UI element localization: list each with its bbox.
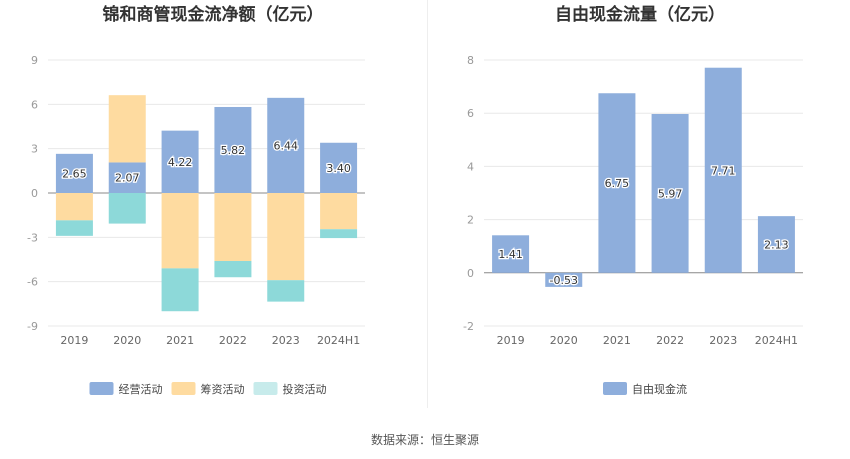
bar-3-6 — [320, 229, 358, 239]
chart-title: 锦和商管现金流净额（亿元） — [103, 4, 324, 25]
y-tick-label: -9 — [27, 320, 38, 333]
data-label: -0.53 — [550, 274, 578, 287]
x-tick-label: 2020 — [113, 334, 141, 347]
x-tick-label: 2024H1 — [755, 334, 798, 347]
y-tick-label: 3 — [31, 143, 38, 156]
x-tick-label: 2023 — [272, 334, 300, 347]
x-tick-label: 2021 — [603, 334, 631, 347]
bar-1-3 — [598, 93, 636, 273]
bar-2-1 — [55, 193, 93, 221]
bar-1-2 — [545, 272, 583, 287]
legend-swatch — [253, 382, 278, 395]
charts-svg: 锦和商管现金流净额（亿元） 9 6 3 0 -3 -6 -9 2019 2020 2021 2022 2… — [27, 4, 803, 396]
data-label: 5.82 — [221, 144, 246, 157]
bar-2-4 — [214, 193, 252, 261]
x-tick-label: 2022 — [656, 334, 684, 347]
y-tick-label: -2 — [463, 320, 474, 333]
x-tick-label: 2024H1 — [317, 334, 360, 347]
y-tick-label: 0 — [31, 187, 38, 200]
data-label: 2.07 — [115, 172, 140, 185]
chart-1: 锦和商管现金流净额（亿元） 9 6 3 0 -3 -6 -9 2019 2020 2021 2022 2… — [27, 4, 365, 396]
data-label: 4.22 — [168, 156, 193, 169]
bar-1-4 — [651, 113, 689, 273]
legend-label: 投资活动 — [283, 382, 327, 396]
data-label: 6.44 — [274, 139, 299, 152]
legend-label: 经营活动 — [119, 382, 163, 396]
data-label: 2.65 — [62, 167, 87, 180]
x-tick-label: 2021 — [166, 334, 194, 347]
y-tick-label: 0 — [467, 267, 474, 280]
chart-2: 自由现金流量（亿元） 8 6 4 2 0 -2 2019 2020 2021 2022 2023 202… — [463, 4, 803, 396]
y-tick-label: -3 — [27, 231, 38, 244]
bar-1-2 — [108, 162, 146, 193]
y-tick-label: 4 — [467, 160, 474, 173]
bar-1-1 — [492, 235, 530, 273]
x-tick-label: 2023 — [709, 334, 737, 347]
bar-1-6 — [757, 216, 795, 273]
x-tick-label: 2020 — [550, 334, 578, 347]
data-source: 数据来源：恒生聚源 — [370, 433, 479, 447]
bar-2-3 — [161, 193, 199, 269]
x-tick-label: 2019 — [497, 334, 525, 347]
bar-1-5 — [704, 67, 742, 273]
y-tick-label: -6 — [27, 276, 38, 289]
chart-divider — [427, 0, 428, 408]
bar-3-1 — [55, 220, 93, 236]
bar-1-6 — [320, 142, 358, 193]
legend-label: 自由现金流 — [632, 382, 687, 396]
bar-1-3 — [161, 130, 199, 193]
legend-label: 筹资活动 — [201, 382, 245, 396]
chart-title: 自由现金流量（亿元） — [555, 4, 725, 25]
bar-3-2 — [108, 193, 146, 224]
legend-swatch — [171, 382, 196, 395]
bar-1-5 — [267, 97, 305, 193]
x-tick-label: 2019 — [60, 334, 88, 347]
y-tick-label: 6 — [31, 98, 38, 111]
y-tick-label: 6 — [467, 107, 474, 120]
bar-3-4 — [214, 260, 252, 278]
legend-swatch — [89, 382, 114, 395]
bar-2-6 — [320, 193, 358, 230]
y-tick-label: 2 — [467, 214, 474, 227]
data-label: 2.13 — [764, 238, 789, 251]
data-label: 3.40 — [326, 162, 351, 175]
bar-3-3 — [161, 268, 199, 312]
data-label: 6.75 — [605, 177, 630, 190]
data-label: 1.41 — [498, 248, 523, 261]
bar-2-5 — [267, 193, 305, 281]
data-label: 5.97 — [658, 187, 683, 200]
data-label: 7.71 — [711, 164, 736, 177]
y-tick-label: 9 — [31, 54, 38, 67]
x-tick-label: 2022 — [219, 334, 247, 347]
y-tick-label: 8 — [467, 54, 474, 67]
bar-3-5 — [267, 280, 305, 302]
bar-1-1 — [55, 153, 93, 193]
legend-swatch — [603, 382, 627, 395]
bar-2-2 — [108, 95, 146, 163]
bar-1-4 — [214, 106, 252, 193]
